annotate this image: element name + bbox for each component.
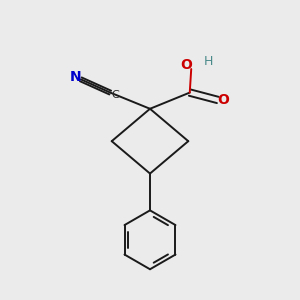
Text: O: O bbox=[218, 93, 230, 107]
Text: H: H bbox=[204, 55, 214, 68]
Text: C: C bbox=[112, 90, 119, 100]
Text: N: N bbox=[70, 70, 81, 84]
Text: O: O bbox=[180, 58, 192, 73]
